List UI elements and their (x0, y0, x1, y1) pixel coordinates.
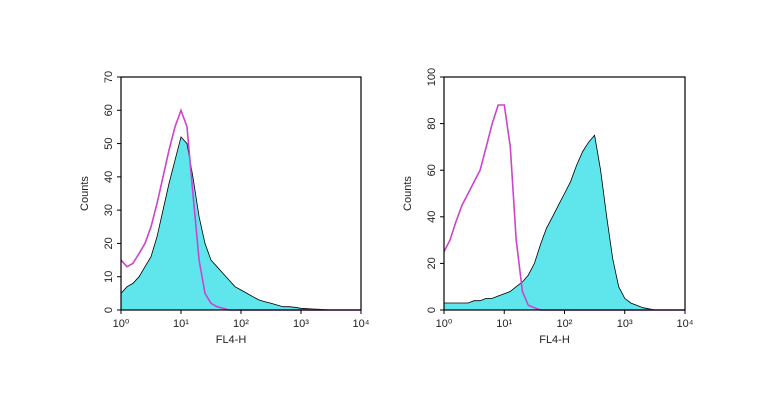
y-tick-label: 10 (103, 271, 115, 283)
y-tick-label: 50 (103, 137, 115, 149)
y-tick-label: 40 (426, 211, 438, 223)
x-tick-label: 10⁴ (677, 318, 694, 330)
histogram-area (120, 136, 361, 311)
y-axis-label: Counts (402, 176, 414, 211)
y-axis-label: Counts (79, 176, 91, 211)
y-tick-label: 30 (103, 204, 115, 216)
y-tick-label: 20 (426, 257, 438, 269)
x-tick-label: 10³ (617, 318, 633, 330)
y-tick-label: 100 (426, 68, 438, 86)
x-tick-label: 10⁰ (436, 318, 453, 330)
x-tick-label: 10⁰ (113, 318, 130, 330)
x-tick-label: 10¹ (496, 318, 512, 330)
y-tick-label: 80 (426, 117, 438, 129)
y-tick-label: 0 (103, 307, 115, 313)
y-tick-label: 70 (103, 71, 115, 83)
y-tick-label: 60 (426, 164, 438, 176)
y-tick-label: 60 (103, 104, 115, 116)
y-tick-label: 0 (426, 307, 438, 313)
y-tick-label: 40 (103, 171, 115, 183)
x-tick-label: 10² (233, 318, 249, 330)
x-tick-label: 10⁴ (353, 318, 370, 330)
x-tick-label: 10² (557, 318, 573, 330)
y-tick-label: 20 (103, 237, 115, 249)
x-axis-label: FL4-H (539, 334, 570, 346)
x-axis-label: FL4-H (216, 334, 247, 346)
x-tick-label: 10¹ (173, 318, 189, 330)
x-tick-label: 10³ (293, 318, 309, 330)
histogram-area (443, 134, 685, 311)
